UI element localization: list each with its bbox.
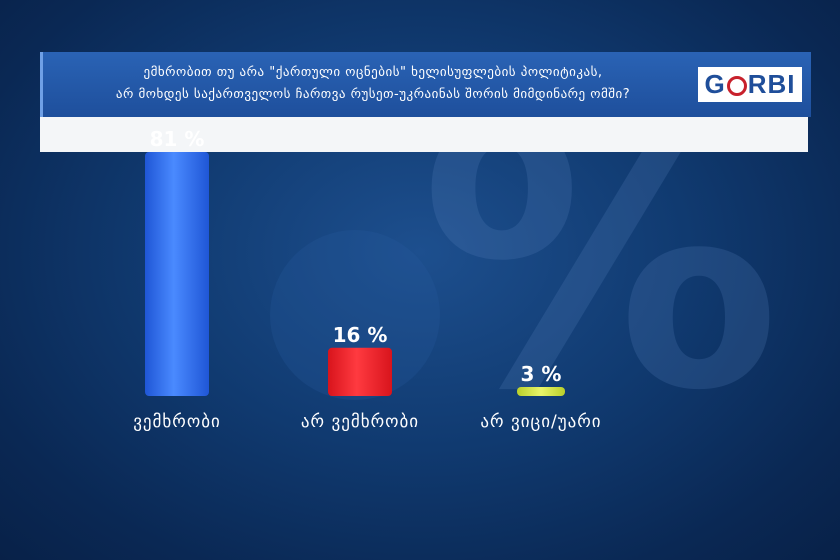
bar-oppose [328,347,392,396]
category-label-oppose: არ ვემხრობი [301,412,419,432]
logo-letters-rbi: RBI [747,69,796,99]
value-label-dont-know: 3 % [521,362,562,386]
category-label-dont-know: არ ვიცი/უარი [480,412,601,432]
question-banner: ემხრობით თუ არა "ქართული ოცნების" ხელისუ… [40,52,811,117]
survey-question: ემხრობით თუ არა "ქართული ოცნების" ხელისუ… [53,62,693,106]
gorbi-logo: G RBI [698,67,802,102]
question-header: ემხრობით თუ არა "ქართული ოცნების" ხელისუ… [40,52,811,152]
question-line-2: არ მოხდეს საქართველოს ჩართვა რუსეთ-უკრაი… [115,87,631,102]
question-line-1: ემხრობით თუ არა "ქართული ოცნების" ხელისუ… [143,65,603,80]
category-label-support: ვემხრობი [133,412,221,432]
header-white-strip [40,117,808,152]
bar-support [145,152,209,396]
bar-dont-know [517,386,565,396]
logo-globe-icon [726,75,747,96]
value-label-support: 81 % [150,127,205,151]
logo-letter-g: G [704,69,726,99]
value-label-oppose: 16 % [333,323,388,347]
